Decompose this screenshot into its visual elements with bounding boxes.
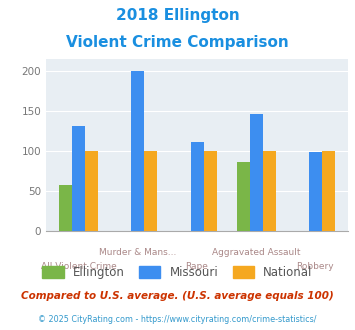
- Bar: [309, 152, 322, 231]
- Text: © 2025 CityRating.com - https://www.cityrating.com/crime-statistics/: © 2025 CityRating.com - https://www.city…: [38, 315, 317, 324]
- Bar: [59, 185, 72, 231]
- Text: Murder & Mans...: Murder & Mans...: [99, 248, 176, 257]
- Text: All Violent Crime: All Violent Crime: [41, 262, 116, 271]
- Text: Violent Crime Comparison: Violent Crime Comparison: [66, 35, 289, 50]
- Bar: [191, 142, 203, 231]
- Bar: [322, 151, 335, 231]
- Bar: [237, 162, 250, 231]
- Text: 2018 Ellington: 2018 Ellington: [116, 8, 239, 23]
- Bar: [263, 151, 276, 231]
- Bar: [250, 114, 263, 231]
- Text: Rape: Rape: [186, 262, 208, 271]
- Bar: [144, 151, 157, 231]
- Text: Robbery: Robbery: [296, 262, 334, 271]
- Bar: [203, 151, 217, 231]
- Text: Aggravated Assault: Aggravated Assault: [212, 248, 300, 257]
- Text: Compared to U.S. average. (U.S. average equals 100): Compared to U.S. average. (U.S. average …: [21, 291, 334, 301]
- Legend: Ellington, Missouri, National: Ellington, Missouri, National: [38, 262, 317, 284]
- Bar: [131, 71, 144, 231]
- Bar: [85, 151, 98, 231]
- Bar: [72, 126, 85, 231]
